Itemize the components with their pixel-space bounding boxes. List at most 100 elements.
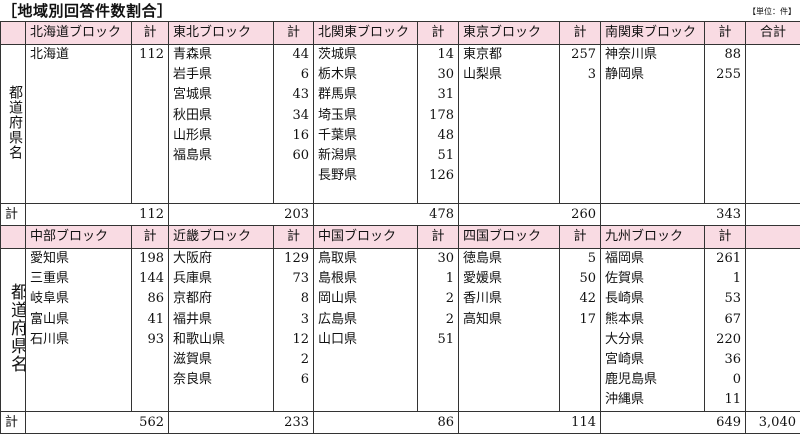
pref-list: 鳥取県島根県岡山県広島県山口県 — [314, 249, 418, 412]
count-header: 計 — [560, 226, 601, 249]
pref-count: 2 — [422, 310, 454, 330]
count-header: 計 — [274, 226, 314, 249]
pref-name: 宮崎県 — [605, 350, 700, 370]
count-list: 112 — [132, 45, 169, 204]
pref-name: 広島県 — [318, 310, 413, 330]
pref-count: 178 — [422, 106, 454, 126]
pref-name: 兵庫県 — [173, 269, 269, 289]
count-header: 計 — [705, 22, 746, 45]
pref-count: 11 — [709, 390, 741, 410]
bottom-total-row: 計 562 233 86 114 649 3,040 — [1, 411, 800, 433]
pref-count: 198 — [136, 249, 164, 269]
pref-count: 17 — [564, 310, 596, 330]
top-header-row: 北海道ブロック 計 東北ブロック 計 北関東ブロック 計 東京ブロック 計 南関… — [1, 22, 800, 45]
pref-count: 112 — [136, 45, 164, 65]
pref-name: 佐賀県 — [605, 269, 700, 289]
pref-count: 93 — [136, 330, 164, 350]
pref-count: 12 — [278, 330, 309, 350]
corner-cell — [1, 22, 26, 45]
total-label: 計 — [1, 411, 26, 433]
pref-count: 53 — [709, 289, 741, 309]
pref-count: 51 — [422, 330, 454, 350]
pref-name: 和歌山県 — [173, 330, 269, 350]
pref-name: 福島県 — [173, 146, 269, 166]
pref-name: 新潟県 — [318, 146, 413, 166]
regional-count-table: 北海道ブロック 計 東北ブロック 計 北関東ブロック 計 東京ブロック 計 南関… — [0, 21, 800, 434]
pref-name: 高知県 — [463, 310, 555, 330]
pref-count: 5 — [564, 249, 596, 269]
pref-name: 青森県 — [173, 45, 269, 65]
pref-name: 京都府 — [173, 289, 269, 309]
pref-list: 徳島県愛媛県香川県高知県 — [459, 249, 560, 412]
pref-count: 51 — [422, 146, 454, 166]
pref-name: 山口県 — [318, 330, 413, 350]
pref-count: 1 — [422, 269, 454, 289]
pref-name: 愛知県 — [30, 249, 127, 269]
pref-label: 都道府県名 — [5, 85, 25, 160]
block-total: 343 — [601, 204, 746, 226]
pref-count: 34 — [278, 106, 309, 126]
grand-total-header: 合計 — [746, 22, 800, 45]
pref-name: 静岡県 — [605, 65, 700, 85]
block-total: 649 — [601, 411, 746, 433]
pref-count: 0 — [709, 370, 741, 390]
pref-count: 44 — [278, 45, 309, 65]
count-header: 計 — [705, 226, 746, 249]
pref-name: 茨城県 — [318, 45, 413, 65]
pref-count: 88 — [709, 45, 741, 65]
pref-count: 3 — [564, 65, 596, 85]
pref-count: 30 — [422, 249, 454, 269]
pref-label: 都道府県名 — [5, 283, 26, 373]
block-total: 562 — [26, 411, 169, 433]
top-total-row: 計 112 203 478 260 343 — [1, 204, 800, 226]
pref-name: 岐阜県 — [30, 289, 127, 309]
block-name-header: 中国ブロック — [314, 226, 418, 249]
pref-count: 14 — [422, 45, 454, 65]
pref-count: 43 — [278, 85, 309, 105]
pref-name: 群馬県 — [318, 85, 413, 105]
pref-count: 220 — [709, 330, 741, 350]
pref-list: 大阪府兵庫県京都府福井県和歌山県滋賀県奈良県 — [169, 249, 274, 412]
pref-count: 67 — [709, 310, 741, 330]
pref-name: 神奈川県 — [605, 45, 700, 65]
block-total: 114 — [459, 411, 601, 433]
count-header: 計 — [418, 226, 459, 249]
pref-name: 滋賀県 — [173, 350, 269, 370]
pref-name: 岩手県 — [173, 65, 269, 85]
block-name-header: 北海道ブロック — [26, 22, 132, 45]
pref-name: 島根県 — [318, 269, 413, 289]
pref-label-cell: 都道府県名 — [1, 249, 26, 412]
block-total: 478 — [314, 204, 459, 226]
pref-list: 東京都山梨県 — [459, 45, 560, 204]
pref-label-cell: 都道府県名 — [1, 45, 26, 204]
page-title: ［地域別回答件数割合］ — [2, 1, 173, 21]
pref-count: 41 — [136, 310, 164, 330]
pref-name: 徳島県 — [463, 249, 555, 269]
pref-count: 257 — [564, 45, 596, 65]
count-header: 計 — [418, 22, 459, 45]
total-label: 計 — [1, 204, 26, 226]
count-header: 計 — [274, 22, 314, 45]
pref-list: 愛知県三重県岐阜県富山県石川県 — [26, 249, 132, 412]
block-total: 203 — [169, 204, 314, 226]
pref-name: 三重県 — [30, 269, 127, 289]
block-total: 86 — [314, 411, 459, 433]
pref-name: 大阪府 — [173, 249, 269, 269]
block-name-header: 近畿ブロック — [169, 226, 274, 249]
block-name-header: 東北ブロック — [169, 22, 274, 45]
block-name-header: 四国ブロック — [459, 226, 560, 249]
pref-name: 熊本県 — [605, 310, 700, 330]
pref-count: 261 — [709, 249, 741, 269]
pref-name: 沖縄県 — [605, 390, 700, 410]
pref-name: 鳥取県 — [318, 249, 413, 269]
pref-name: 香川県 — [463, 289, 555, 309]
pref-list: 神奈川県静岡県 — [601, 45, 705, 204]
pref-name: 鹿児島県 — [605, 370, 700, 390]
pref-name: 石川県 — [30, 330, 127, 350]
pref-count: 48 — [422, 126, 454, 146]
pref-count: 6 — [278, 65, 309, 85]
